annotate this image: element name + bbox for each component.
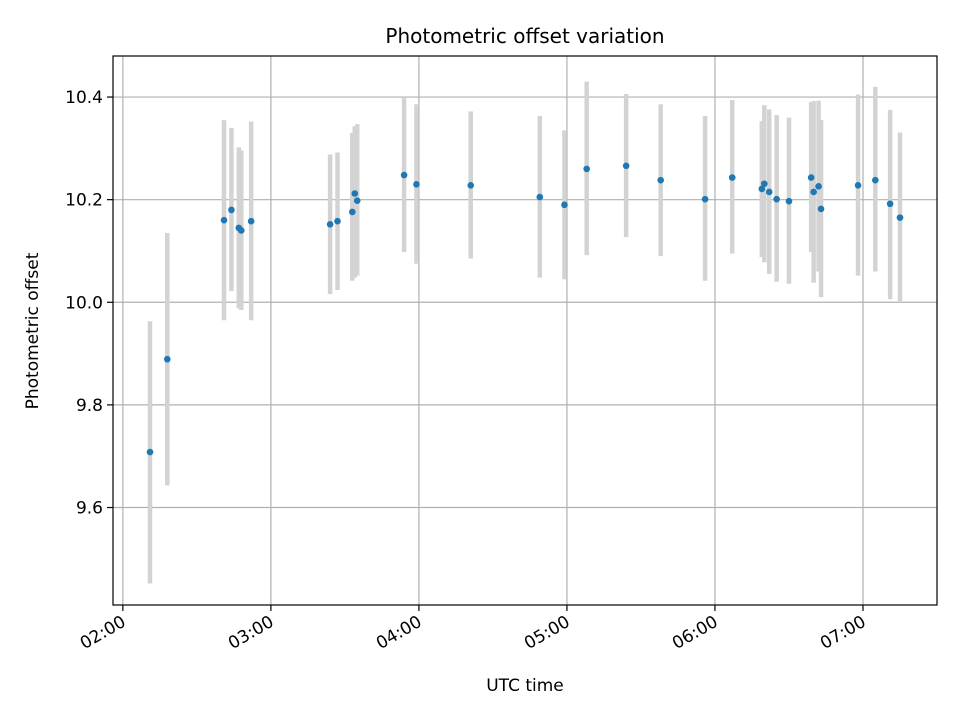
x-tick-label: 04:00 [373,612,425,654]
x-axis-ticks: 02:00 03:00 04:00 05:00 06:00 07:00 [77,605,869,654]
data-point [400,171,408,179]
data-point [351,190,359,197]
data-point [353,197,361,204]
data-point [896,214,904,221]
x-tick-label: 02:00 [77,612,129,654]
data-point [334,217,341,225]
data-point [657,176,664,184]
data-point [758,185,766,193]
y-axis-ticks: 9.6 9.8 10.0 10.2 10.4 [65,88,113,519]
data-point [220,216,228,224]
data-point [807,174,815,181]
data-point [622,162,630,170]
data-point [815,183,822,190]
y-tick-label: 9.8 [76,396,103,416]
data-point [761,180,768,188]
chart-title: Photometric offset variation [385,24,664,48]
data-point [349,208,356,216]
data-point [817,205,825,213]
data-point [773,195,780,203]
data-point [854,181,862,189]
x-tick-label: 05:00 [521,612,573,654]
data-point [810,188,817,196]
data-point [785,197,793,205]
data-point [701,195,709,203]
data-point [765,188,773,196]
y-tick-label: 10.2 [65,191,103,211]
data-point [583,165,590,173]
data-point [728,174,736,181]
data-point [326,220,334,228]
y-tick-label: 9.6 [76,499,103,519]
data-point [247,217,255,225]
data-point [163,355,171,363]
data-point [886,200,894,208]
data-point [561,201,568,209]
x-tick-label: 06:00 [669,612,721,654]
plot-frame [112,55,938,606]
data-point [146,448,154,456]
data-point [872,176,879,184]
data-point [467,181,475,189]
y-axis-title: Photometric offset [23,252,43,409]
data-point [536,193,544,201]
data-point [237,227,245,234]
x-tick-label: 03:00 [225,612,277,654]
y-tick-label: 10.0 [65,293,103,313]
data-points [146,162,904,456]
x-axis-title: UTC time [486,676,564,696]
data-point [413,180,420,188]
data-point [228,206,235,214]
x-tick-label: 07:00 [817,612,869,654]
y-tick-label: 10.4 [65,88,103,108]
